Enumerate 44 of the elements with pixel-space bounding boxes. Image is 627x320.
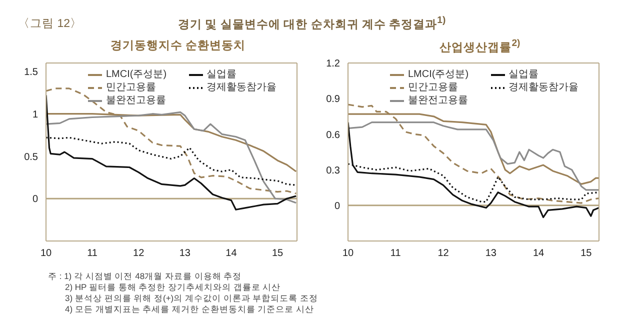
x-tick-label: 12 (438, 248, 450, 260)
line-series (46, 94, 297, 210)
legend-label: 실업률 (206, 68, 237, 81)
line-series (46, 111, 297, 204)
chart-title: 경기동행지수 순환변동치 (109, 39, 247, 54)
text: 〈그림 12〉 (17, 16, 83, 30)
text: 경기 및 실물변수에 대한 순차회귀 계수 추정결과$^{1)}$ (178, 14, 446, 32)
x-tick-label: 11 (87, 248, 98, 260)
legend-label: LMCI(주성분) (106, 68, 167, 81)
y-tick-label: 0.9 (326, 94, 340, 106)
legend-label: 경제활동참가율 (508, 81, 579, 94)
x-tick-label: 14 (226, 248, 238, 260)
y-tick-label: 1 (32, 109, 38, 120)
legend-label: 경제활동참가율 (206, 81, 277, 94)
x-tick-label: 13 (179, 248, 191, 260)
legend-label: 불완전고용률 (408, 94, 468, 107)
y-tick-label: 0.5 (24, 152, 38, 163)
y-tick-label: 0.3 (326, 165, 340, 176)
x-tick-label: 13 (485, 248, 497, 260)
line-series (348, 122, 599, 218)
x-tick-label: 10 (40, 248, 52, 260)
x-tick-label: 11 (390, 248, 402, 260)
y-tick-label: 0.6 (326, 130, 340, 141)
text: 2) HP 필터를 통해 추정한 장기추세치와의 갭률로 시산 (64, 282, 282, 293)
legend-label: LMCI(주성분) (408, 68, 469, 81)
legend-label: 실업률 (508, 68, 539, 81)
y-tick-label: 0 (32, 194, 38, 206)
x-tick-label: 15 (580, 248, 592, 260)
text: 주 : 1) 각 시점별 이전 48개월 자료를 이용해 추정 (48, 271, 243, 282)
y-tick-label: 0 (334, 200, 340, 212)
line-series (348, 104, 599, 204)
y-tick-label: 1.2 (326, 58, 340, 70)
legend-label: 민간고용률 (106, 81, 156, 94)
chart-title: 산업생산갭률$^{2)}$ (438, 38, 522, 56)
line-series (348, 122, 599, 191)
text: 4) 모든 개별지표는 추세를 제거한 순환변동치를 기준으로 시산 (64, 304, 316, 315)
x-tick-label: 12 (133, 248, 145, 260)
x-tick-label: 15 (272, 248, 284, 260)
legend-label: 민간고용률 (408, 81, 458, 94)
x-tick-label: 10 (342, 248, 354, 260)
legend-label: 불완전고용률 (106, 94, 166, 107)
x-tick-label: 14 (532, 248, 545, 260)
y-tick-label: 1.5 (24, 67, 38, 78)
text: 3) 분석상 편의를 위해 정(+)의 계수값이 이론과 부합되도록 조정 (64, 293, 320, 304)
